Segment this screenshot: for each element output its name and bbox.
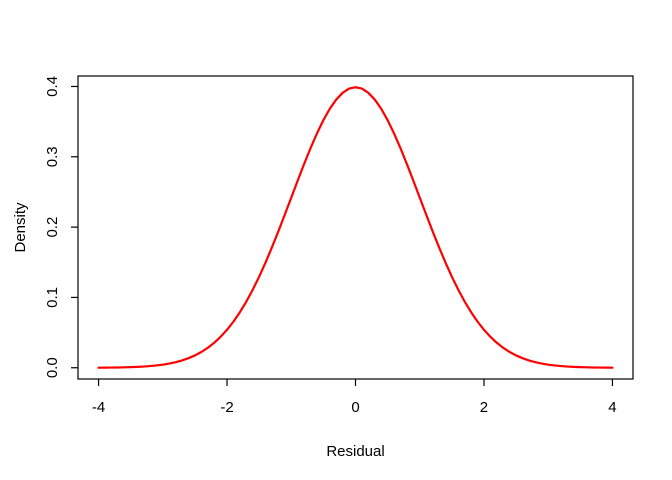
x-tick-label: -2 [220,399,233,416]
y-tick-label: 0.1 [44,287,61,308]
density-curve [97,86,614,369]
y-tick-label: 0.3 [44,146,61,167]
y-tick-label: 0.4 [44,76,61,97]
x-axis-title: Residual [326,443,384,460]
x-tick-label: 2 [480,399,488,416]
y-axis-title: Density [12,202,29,253]
plot-layer: -4 -2 0 2 4 0.0 0.1 0.2 0.3 0.4 [44,75,634,416]
x-tick-label: 0 [351,399,359,416]
plot-border [77,75,634,380]
y-tick-label: 0.0 [44,357,61,378]
x-tick-label: 4 [608,399,616,416]
y-tick-label: 0.2 [44,217,61,238]
x-tick-label: -4 [92,399,105,416]
